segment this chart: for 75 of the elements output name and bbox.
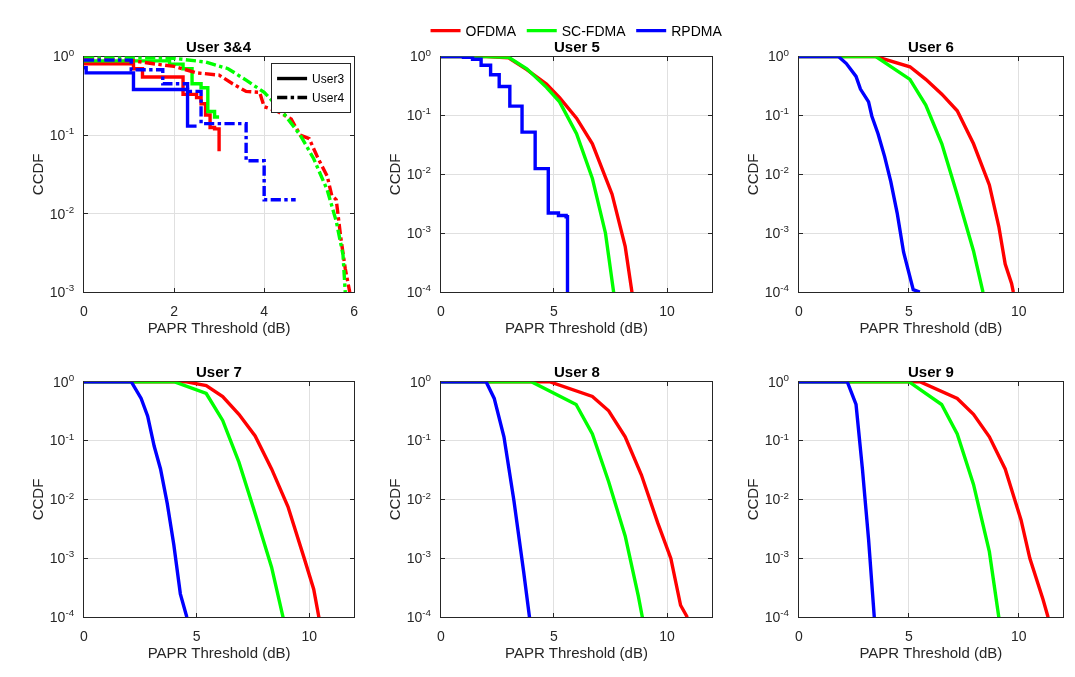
y-tick-label: 10$^{-3}$ <box>406 223 432 242</box>
line-series <box>798 381 876 618</box>
x-tick-label: 0 <box>794 628 803 645</box>
y-tick-label: 10$^{-2}$ <box>49 489 75 508</box>
legend-label: User4 <box>312 91 345 106</box>
x-axis-title: PAPR Threshold (dB) <box>505 318 648 336</box>
y-tick-label: 10$^{-4}$ <box>764 607 790 626</box>
line-series <box>798 56 922 293</box>
x-tick-label: 5 <box>904 628 913 645</box>
x-tick-label: 10 <box>1011 302 1027 319</box>
y-tick-label: 10$^{-1}$ <box>764 105 790 124</box>
y-tick-label: 10$^{-1}$ <box>406 105 432 124</box>
y-tick-label: 10$^{0}$ <box>53 371 75 390</box>
y-tick-label: 10$^{-3}$ <box>764 548 790 567</box>
chart-title: User 9 <box>908 363 954 380</box>
line-series <box>440 381 532 618</box>
x-tick-label: 5 <box>192 628 201 645</box>
y-axis-title: CCDF <box>743 153 761 196</box>
y-tick-label: 10$^{-4}$ <box>764 282 790 301</box>
y-tick-label: 10$^{-1}$ <box>406 430 432 449</box>
legend-label: SC-FDMA <box>561 23 627 40</box>
y-tick-label: 10$^{-3}$ <box>49 548 75 567</box>
y-tick-label: 10$^{-1}$ <box>764 430 790 449</box>
x-tick-label: 2 <box>170 302 179 319</box>
y-axis-title: CCDF <box>386 153 403 196</box>
y-axis-title: CCDF <box>29 153 47 196</box>
y-tick-label: 10$^{-2}$ <box>764 164 790 183</box>
x-axis-title: PAPR Threshold (dB) <box>859 644 1003 662</box>
y-tick-label: 10$^{-3}$ <box>406 548 432 567</box>
x-tick-label: 0 <box>436 302 445 319</box>
chart-title: User 6 <box>908 38 954 55</box>
line-series <box>83 381 189 618</box>
y-tick-label: 10$^{-2}$ <box>406 164 432 183</box>
y-axis-title: CCDF <box>743 478 761 521</box>
y-tick-label: 10$^{-2}$ <box>406 489 432 508</box>
x-axis-title: PAPR Threshold (dB) <box>859 318 1003 336</box>
x-tick-label: 10 <box>659 302 676 319</box>
y-tick-label: 10$^{-4}$ <box>49 607 75 626</box>
y-tick-label: 10$^{-4}$ <box>406 607 432 626</box>
x-tick-label: 5 <box>904 302 913 319</box>
y-tick-label: 10$^{-2}$ <box>764 489 790 508</box>
x-tick-label: 0 <box>80 302 89 319</box>
y-tick-label: 10$^{-2}$ <box>49 203 75 222</box>
x-axis-title: PAPR Threshold (dB) <box>147 318 291 336</box>
x-axis-title: PAPR Threshold (dB) <box>147 644 291 662</box>
chart-title: User 5 <box>554 38 600 55</box>
x-tick-label: 6 <box>350 302 359 319</box>
y-tick-label: 10$^{0}$ <box>53 46 75 65</box>
legend-label: User3 <box>312 72 345 87</box>
y-tick-label: 10$^{0}$ <box>410 46 432 65</box>
y-tick-label: 10$^{-3}$ <box>764 223 790 242</box>
y-axis-title: CCDF <box>29 478 47 521</box>
y-tick-label: 10$^{-1}$ <box>49 430 75 449</box>
y-tick-label: 10$^{-1}$ <box>49 125 75 143</box>
y-tick-label: 10$^{-3}$ <box>49 282 75 301</box>
x-tick-label: 5 <box>550 302 559 319</box>
y-tick-label: 10$^{0}$ <box>768 46 790 65</box>
x-tick-label: 10 <box>659 628 676 645</box>
y-tick-label: 10$^{0}$ <box>768 371 790 390</box>
chart-title: User 8 <box>554 363 600 380</box>
x-tick-label: 0 <box>80 628 89 645</box>
x-tick-label: 0 <box>436 628 445 645</box>
x-axis-title: PAPR Threshold (dB) <box>505 644 648 662</box>
x-tick-label: 10 <box>1011 628 1027 645</box>
legend-label: RPDMA <box>671 23 723 40</box>
x-tick-label: 5 <box>550 628 559 645</box>
x-tick-label: 4 <box>260 302 269 319</box>
y-axis-title: CCDF <box>386 478 403 521</box>
x-tick-label: 10 <box>301 628 318 645</box>
x-tick-label: 0 <box>794 302 803 319</box>
y-tick-label: 10$^{0}$ <box>410 371 432 390</box>
chart-title: User 3&4 <box>186 38 252 55</box>
y-tick-label: 10$^{-4}$ <box>406 282 432 301</box>
legend-label: OFDMA <box>465 23 517 40</box>
chart-title: User 7 <box>196 363 242 380</box>
